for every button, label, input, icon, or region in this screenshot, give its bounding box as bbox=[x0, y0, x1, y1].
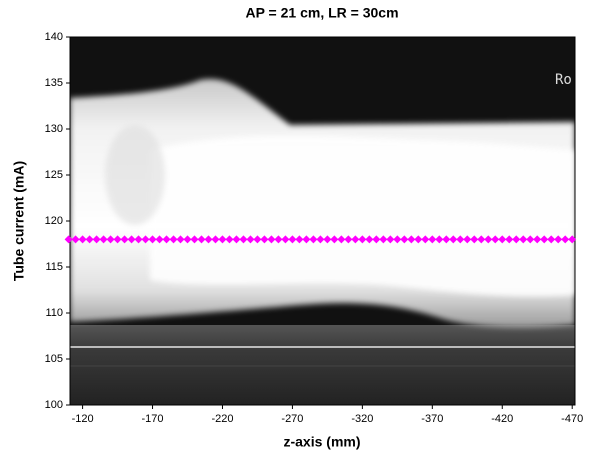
marker bbox=[141, 235, 150, 244]
x-tick-label: -170 bbox=[142, 413, 164, 425]
marker bbox=[127, 235, 136, 244]
marker bbox=[120, 235, 129, 244]
x-axis-title: z-axis (mm) bbox=[283, 434, 360, 450]
x-tick-label: -420 bbox=[491, 413, 513, 425]
marker bbox=[85, 235, 94, 244]
marker bbox=[253, 235, 262, 244]
marker bbox=[379, 235, 388, 244]
marker bbox=[505, 235, 514, 244]
marker bbox=[225, 235, 234, 244]
y-tick-label: 140 bbox=[45, 31, 63, 43]
marker bbox=[407, 235, 416, 244]
marker bbox=[463, 235, 472, 244]
marker bbox=[204, 235, 213, 244]
marker bbox=[176, 235, 185, 244]
marker bbox=[148, 235, 157, 244]
marker bbox=[337, 235, 346, 244]
marker bbox=[267, 235, 276, 244]
marker bbox=[246, 235, 255, 244]
marker bbox=[484, 235, 493, 244]
x-tick-label: -120 bbox=[72, 413, 94, 425]
chart-title: AP = 21 cm, LR = 30cm bbox=[245, 5, 398, 21]
marker bbox=[449, 235, 458, 244]
marker bbox=[288, 235, 297, 244]
y-tick-label: 115 bbox=[45, 261, 63, 273]
marker bbox=[281, 235, 290, 244]
marker bbox=[428, 235, 437, 244]
marker bbox=[64, 235, 73, 244]
marker bbox=[190, 235, 199, 244]
marker bbox=[533, 235, 542, 244]
marker bbox=[330, 235, 339, 244]
marker bbox=[400, 235, 409, 244]
marker bbox=[456, 235, 465, 244]
marker bbox=[260, 235, 269, 244]
marker bbox=[358, 235, 367, 244]
x-tick-label: -270 bbox=[281, 413, 303, 425]
marker bbox=[540, 235, 549, 244]
marker bbox=[232, 235, 241, 244]
y-tick-label: 100 bbox=[45, 399, 63, 411]
marker bbox=[470, 235, 479, 244]
marker bbox=[386, 235, 395, 244]
marker bbox=[239, 235, 248, 244]
marker bbox=[99, 235, 108, 244]
y-tick-label: 105 bbox=[45, 353, 63, 365]
marker bbox=[498, 235, 507, 244]
marker bbox=[162, 235, 171, 244]
marker bbox=[421, 235, 430, 244]
x-tick-label: -470 bbox=[561, 413, 583, 425]
marker bbox=[218, 235, 227, 244]
marker bbox=[351, 235, 360, 244]
marker bbox=[274, 235, 283, 244]
marker bbox=[393, 235, 402, 244]
marker bbox=[477, 235, 486, 244]
marker bbox=[309, 235, 318, 244]
marker bbox=[113, 235, 122, 244]
x-tick-label: -220 bbox=[211, 413, 233, 425]
x-tick-label: -320 bbox=[351, 413, 373, 425]
y-tick-label: 110 bbox=[45, 307, 63, 319]
marker bbox=[526, 235, 535, 244]
background-annotation: Ro bbox=[555, 72, 572, 88]
marker bbox=[547, 235, 556, 244]
y-tick-label: 120 bbox=[45, 215, 63, 227]
marker bbox=[302, 235, 311, 244]
xray-background: Ro bbox=[70, 37, 575, 405]
marker bbox=[78, 235, 87, 244]
marker bbox=[316, 235, 325, 244]
marker bbox=[155, 235, 164, 244]
marker bbox=[568, 235, 577, 244]
marker bbox=[435, 235, 444, 244]
marker bbox=[134, 235, 143, 244]
marker bbox=[512, 235, 521, 244]
marker bbox=[491, 235, 500, 244]
marker bbox=[365, 235, 374, 244]
marker bbox=[344, 235, 353, 244]
marker bbox=[414, 235, 423, 244]
marker bbox=[561, 235, 570, 244]
marker bbox=[519, 235, 528, 244]
marker bbox=[554, 235, 563, 244]
marker bbox=[372, 235, 381, 244]
marker bbox=[169, 235, 178, 244]
marker bbox=[71, 235, 80, 244]
marker bbox=[106, 235, 115, 244]
y-axis-title: Tube current (mA) bbox=[11, 161, 27, 281]
y-tick-label: 130 bbox=[45, 123, 63, 135]
marker bbox=[442, 235, 451, 244]
marker bbox=[183, 235, 192, 244]
y-tick-label: 135 bbox=[45, 77, 63, 89]
y-tick-label: 125 bbox=[45, 169, 63, 181]
marker bbox=[211, 235, 220, 244]
marker bbox=[323, 235, 332, 244]
marker bbox=[295, 235, 304, 244]
x-tick-label: -370 bbox=[421, 413, 443, 425]
marker bbox=[197, 235, 206, 244]
marker bbox=[92, 235, 101, 244]
